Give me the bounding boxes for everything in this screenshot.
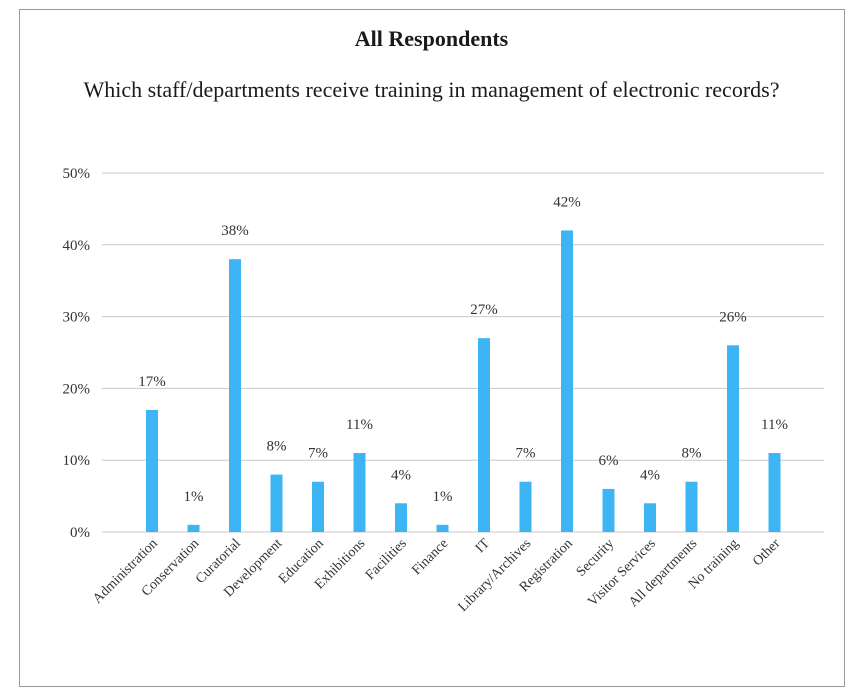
bar xyxy=(644,503,656,532)
data-label: 7% xyxy=(308,446,328,462)
data-label: 11% xyxy=(761,417,788,433)
chart-subtitle: Which staff/departments receive training… xyxy=(83,77,780,102)
chart-title: All Respondents xyxy=(354,26,509,51)
data-label: 8% xyxy=(267,439,287,455)
bar xyxy=(187,524,200,532)
y-axis-ticks: 0% 10% 20% 30% 40% 50% xyxy=(63,166,91,541)
data-label: 8% xyxy=(682,446,702,462)
bar xyxy=(270,474,283,532)
bar xyxy=(312,481,324,532)
bar xyxy=(561,230,573,532)
x-tick-label: IT xyxy=(473,536,493,556)
y-tick-label: 20% xyxy=(63,381,91,397)
y-tick-label: 10% xyxy=(63,453,91,469)
bar xyxy=(685,481,698,532)
data-label: 7% xyxy=(516,446,536,462)
data-label: 4% xyxy=(391,467,411,483)
bars xyxy=(146,230,781,532)
x-axis-ticks: AdministrationConservationCuratorialDeve… xyxy=(90,536,783,615)
grid-lines xyxy=(102,172,824,533)
data-label: 1% xyxy=(184,489,204,505)
y-tick-label: 30% xyxy=(63,310,91,326)
x-tick-label: Library/Archives xyxy=(456,536,535,615)
data-label: 27% xyxy=(470,302,498,318)
data-labels: 17% 1% 38% 8% 7% 11% 4% 1% 27% 7% 42% 6% 4% 8% 26% 11% xyxy=(138,194,788,504)
y-tick-label: 0% xyxy=(70,525,90,541)
bar xyxy=(436,524,449,532)
data-label: 42% xyxy=(553,194,581,210)
data-label: 26% xyxy=(719,309,747,325)
bar xyxy=(229,259,241,532)
bar xyxy=(727,345,739,532)
data-label: 1% xyxy=(433,489,453,505)
x-tick-label: Facilities xyxy=(363,536,410,583)
data-label: 4% xyxy=(640,467,660,483)
bar xyxy=(602,488,615,532)
bar xyxy=(353,453,366,532)
bar xyxy=(478,338,490,532)
x-tick-label: Finance xyxy=(409,536,451,578)
bar xyxy=(519,481,532,532)
x-tick-label: Other xyxy=(750,536,783,569)
data-label: 17% xyxy=(138,374,166,390)
y-tick-label: 40% xyxy=(63,238,91,254)
data-label: 11% xyxy=(346,417,373,433)
bar xyxy=(146,409,158,532)
data-label: 38% xyxy=(221,223,249,239)
bar xyxy=(395,503,407,532)
y-tick-label: 50% xyxy=(63,166,91,182)
data-label: 6% xyxy=(599,453,619,469)
chart-frame xyxy=(19,9,845,687)
bar xyxy=(768,453,781,532)
